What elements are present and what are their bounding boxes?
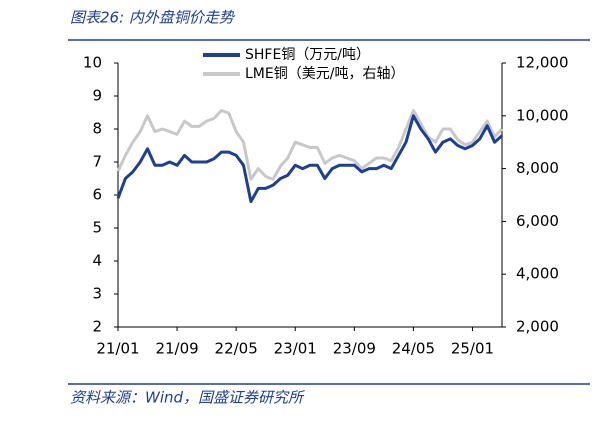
y2-tick-label: 6,000 — [516, 212, 559, 230]
y-tick-label: 3 — [92, 285, 102, 303]
y-tick-label: 8 — [92, 120, 102, 138]
y2-tick-label: 10,000 — [516, 106, 569, 124]
legend-label: LME铜（美元/吨，右轴） — [245, 66, 404, 82]
x-tick-label: 24/05 — [392, 340, 435, 358]
y-tick-label: 6 — [92, 186, 102, 204]
y-tick-label: 10 — [83, 54, 102, 72]
chart-title: 图表26: 内外盘铜价走势 — [70, 9, 236, 27]
source: 资料来源：Wind，国盛证券研究所 — [70, 389, 305, 407]
series-line — [116, 109, 504, 181]
x-tick-label: 23/09 — [333, 340, 376, 358]
x-tick-label: 22/05 — [215, 340, 258, 358]
series-line — [116, 114, 503, 204]
x-tick-label: 23/01 — [274, 340, 317, 358]
x-tick-label: 21/09 — [155, 340, 198, 358]
y-tick-label: 2 — [92, 318, 102, 336]
y-tick-label: 7 — [92, 153, 102, 171]
x-tick-label: 21/01 — [96, 340, 139, 358]
x-tick-label: 25/01 — [451, 340, 494, 358]
y2-tick-label: 2,000 — [516, 318, 559, 336]
y2-tick-label: 8,000 — [516, 159, 559, 177]
y-tick-label: 4 — [92, 252, 102, 270]
legend-label: SHFE铜（万元/吨） — [245, 47, 370, 63]
y2-tick-label: 12,000 — [516, 54, 569, 72]
y-tick-label: 9 — [92, 87, 102, 105]
y2-tick-label: 4,000 — [516, 265, 559, 283]
y-tick-label: 5 — [92, 219, 102, 237]
